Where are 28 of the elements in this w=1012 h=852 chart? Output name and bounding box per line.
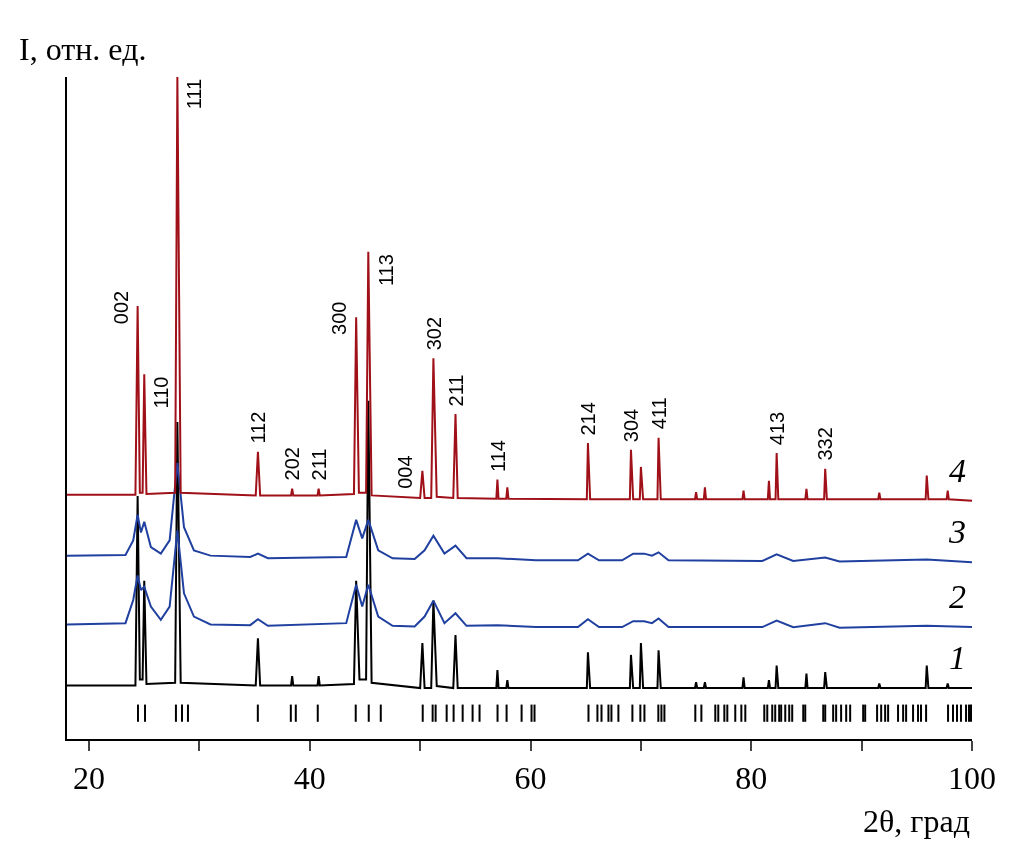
annotation: 110 bbox=[150, 376, 173, 409]
annotation: 304 bbox=[619, 408, 642, 443]
series-label: 3 bbox=[948, 513, 966, 550]
x-tick-label: 100 bbox=[948, 760, 996, 797]
annotation: 113 bbox=[374, 254, 397, 287]
x-tick-label: 80 bbox=[735, 760, 768, 797]
y-axis-title: I, отн. ед. bbox=[19, 31, 147, 67]
annotation: 112 bbox=[247, 411, 270, 444]
annotation: 214 bbox=[577, 402, 600, 436]
series-label: 1 bbox=[949, 639, 966, 676]
annotation: 302 bbox=[422, 316, 445, 351]
x-tick-label: 40 bbox=[293, 760, 326, 797]
annotation: 211 bbox=[444, 374, 467, 407]
annotation: 332 bbox=[813, 427, 836, 461]
series-label: 4 bbox=[949, 452, 966, 489]
x-tick-label: 60 bbox=[514, 760, 547, 797]
annotation: 002 bbox=[110, 290, 133, 325]
annotation: 413 bbox=[766, 411, 789, 446]
annotation: 111 bbox=[183, 78, 206, 110]
x-axis-title: 2θ, град bbox=[863, 803, 970, 839]
series-label: 2 bbox=[949, 578, 966, 615]
annotation: 411 bbox=[647, 397, 670, 430]
annotation: 211 bbox=[307, 448, 330, 481]
annotation: 004 bbox=[393, 455, 416, 489]
x-tick-label: 20 bbox=[73, 760, 106, 797]
annotation: 300 bbox=[328, 301, 351, 335]
annotation: 202 bbox=[280, 447, 303, 481]
annotation: 114 bbox=[486, 440, 509, 472]
